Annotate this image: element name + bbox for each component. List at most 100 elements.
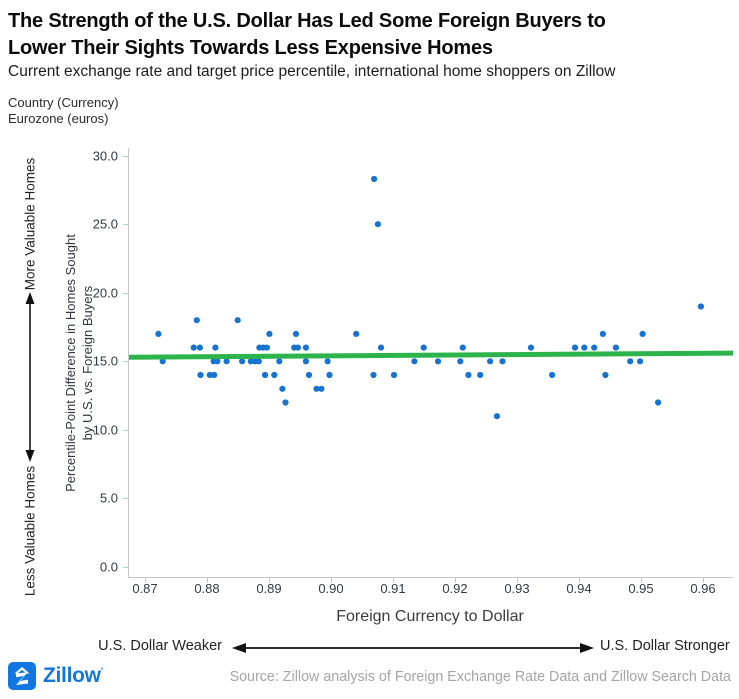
data-point — [193, 317, 200, 324]
legend: Country (Currency) Eurozone (euros) — [8, 95, 119, 127]
trend-line — [128, 350, 734, 360]
page-subtitle: Current exchange rate and target price p… — [8, 63, 616, 80]
data-point — [477, 371, 484, 379]
legend-country-label: Country (Currency) — [8, 95, 119, 110]
page-title: The Strength of the U.S. Dollar Has Led … — [8, 8, 733, 62]
x-tick-label: 0.95 — [628, 581, 654, 596]
data-point — [263, 344, 270, 351]
data-point — [571, 344, 579, 351]
data-point — [374, 221, 381, 228]
data-point — [239, 358, 246, 365]
x-tick-label: 0.96 — [690, 581, 716, 596]
data-point — [465, 371, 472, 379]
data-point — [292, 330, 300, 337]
data-point — [434, 358, 442, 365]
y-tick-label: 0.0 — [99, 559, 118, 575]
data-point — [211, 371, 218, 379]
data-point — [602, 371, 609, 379]
x-tick-mark — [640, 578, 642, 583]
source-text: Source: Zillow analysis of Foreign Excha… — [229, 669, 731, 685]
up-down-arrow-icon — [25, 292, 35, 462]
data-point — [302, 358, 309, 365]
y-axis-title-line2: by U.S. vs. Foreign Buyers — [80, 285, 95, 441]
y-axis-tick-labels: 0.0 5.0 10.0 15.0 20.0 25.0 30.0 — [58, 148, 118, 577]
data-point — [302, 344, 309, 351]
y-axis-title-line1: Percentile-Point Difference in Homes Sou… — [63, 234, 78, 492]
data-point — [639, 330, 646, 337]
y-tick-label: 15.0 — [92, 353, 118, 369]
data-point — [261, 371, 269, 379]
x-tick-label: 0.87 — [132, 581, 158, 596]
data-point — [487, 358, 494, 365]
y-tick-mark — [123, 361, 128, 363]
x-tick-label: 0.93 — [504, 581, 530, 596]
data-point — [420, 344, 427, 351]
x-tick-label: 0.92 — [442, 581, 468, 596]
zillow-logo: Zillow’ — [8, 662, 103, 690]
x-tick-mark — [516, 578, 518, 583]
data-point — [206, 371, 213, 379]
x-tick-mark — [578, 578, 580, 583]
data-point — [390, 371, 398, 379]
data-point — [457, 358, 464, 365]
legend-series-label: Eurozone (euros) — [8, 111, 109, 126]
x-tick-mark — [206, 578, 208, 583]
x-tick-label: 0.90 — [318, 581, 344, 596]
data-point — [159, 358, 166, 365]
data-point — [612, 344, 619, 351]
data-point — [370, 371, 377, 379]
data-point — [377, 344, 385, 351]
y-tick-mark — [123, 224, 128, 226]
data-point — [294, 344, 301, 351]
data-point — [637, 358, 644, 365]
y-axis-title: Percentile-Point Difference in Homes Sou… — [62, 234, 96, 492]
data-point — [223, 358, 230, 365]
data-point — [255, 358, 262, 365]
data-point — [655, 399, 662, 406]
data-point — [266, 330, 273, 337]
data-point — [197, 371, 204, 379]
x-tick-mark — [330, 578, 332, 583]
page-title-line2: Lower Their Sights Towards Less Expensiv… — [8, 37, 493, 59]
y-tick-label: 25.0 — [92, 216, 118, 232]
data-point — [591, 344, 598, 351]
dollar-weaker-label: U.S. Dollar Weaker — [98, 638, 222, 654]
data-point — [190, 344, 197, 351]
data-point — [371, 175, 378, 183]
data-point — [247, 358, 254, 365]
x-tick-mark — [144, 578, 146, 583]
plot-area — [128, 148, 734, 578]
x-tick-mark — [454, 578, 456, 583]
y-tick-label: 20.0 — [92, 285, 118, 301]
data-point — [326, 371, 333, 379]
zillow-logo-icon — [8, 662, 36, 690]
page-title-line1: The Strength of the U.S. Dollar Has Led … — [8, 10, 606, 32]
data-point — [196, 344, 203, 351]
x-tick-label: 0.89 — [256, 581, 282, 596]
zillow-logo-text: Zillow’ — [43, 664, 103, 687]
x-axis-title: Foreign Currency to Dollar — [336, 608, 524, 625]
data-point — [313, 385, 320, 392]
y-tick-mark — [123, 292, 128, 294]
data-point — [271, 371, 278, 379]
data-point — [214, 358, 221, 365]
y-tick-label: 10.0 — [92, 422, 118, 438]
less-valuable-label: Less Valuable Homes — [22, 465, 38, 597]
x-axis-tick-labels: 0.87 0.88 0.89 0.90 0.91 0.92 0.93 0.94 0.95 0.96 — [128, 581, 732, 599]
data-point — [493, 413, 500, 420]
data-point — [212, 344, 219, 351]
data-point — [459, 344, 466, 351]
data-point — [324, 358, 331, 365]
more-valuable-label: More Valuable Homes — [22, 157, 38, 291]
data-point — [411, 358, 418, 365]
data-point — [549, 371, 556, 379]
scatter-svg — [128, 175, 734, 420]
data-point — [155, 330, 162, 337]
x-tick-mark — [268, 578, 270, 583]
y-tick-mark — [123, 566, 128, 568]
left-right-arrow-icon — [232, 643, 594, 653]
y-tick-mark — [123, 429, 128, 431]
x-tick-label: 0.94 — [566, 581, 592, 596]
y-tick-mark — [123, 498, 128, 500]
